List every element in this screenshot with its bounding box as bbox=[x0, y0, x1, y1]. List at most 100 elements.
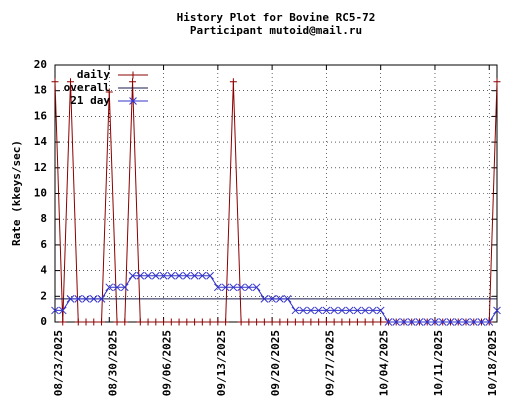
x-tick-label: 09/06/2025 bbox=[161, 330, 174, 396]
marker bbox=[384, 318, 393, 326]
marker bbox=[314, 306, 323, 315]
marker bbox=[175, 271, 183, 280]
marker bbox=[245, 318, 253, 326]
y-tick-label: 2 bbox=[40, 289, 47, 302]
marker bbox=[222, 318, 230, 326]
marker bbox=[446, 318, 455, 326]
marker bbox=[136, 318, 144, 326]
marker bbox=[268, 295, 276, 303]
marker bbox=[345, 306, 354, 315]
y-tick-label: 10 bbox=[34, 187, 47, 200]
marker bbox=[82, 295, 90, 303]
y-tick-label: 8 bbox=[40, 212, 47, 225]
marker bbox=[469, 318, 478, 326]
marker bbox=[190, 271, 199, 280]
chart-title: History Plot for Bovine RC5-72 bbox=[177, 11, 376, 24]
marker bbox=[136, 271, 145, 280]
marker bbox=[51, 306, 59, 315]
y-tick-label: 6 bbox=[40, 238, 47, 251]
marker bbox=[183, 318, 191, 326]
y-tick-label: 16 bbox=[34, 109, 48, 122]
marker bbox=[330, 318, 338, 326]
y-tick-label: 18 bbox=[34, 84, 47, 97]
marker bbox=[338, 306, 346, 315]
marker bbox=[338, 318, 346, 326]
marker bbox=[376, 306, 385, 315]
marker bbox=[291, 306, 300, 315]
marker bbox=[214, 318, 222, 326]
marker bbox=[213, 283, 222, 292]
marker bbox=[82, 318, 90, 326]
x-tick-label: 08/30/2025 bbox=[106, 330, 119, 396]
marker bbox=[144, 271, 152, 280]
marker bbox=[369, 318, 377, 326]
legend-label: daily bbox=[77, 68, 110, 81]
marker bbox=[315, 318, 323, 326]
marker bbox=[198, 318, 206, 326]
marker bbox=[253, 318, 261, 326]
marker bbox=[129, 71, 137, 79]
y-tick-label: 14 bbox=[34, 135, 48, 148]
marker bbox=[307, 306, 315, 315]
marker bbox=[74, 318, 82, 326]
marker bbox=[206, 318, 214, 326]
marker bbox=[98, 318, 106, 326]
marker bbox=[377, 318, 385, 326]
marker bbox=[167, 271, 176, 280]
marker bbox=[167, 318, 175, 326]
marker bbox=[159, 271, 168, 280]
marker bbox=[485, 318, 494, 326]
marker bbox=[59, 318, 67, 326]
marker bbox=[58, 306, 67, 315]
marker bbox=[97, 295, 106, 303]
marker bbox=[67, 78, 75, 86]
marker bbox=[353, 318, 361, 326]
marker bbox=[322, 318, 330, 326]
x-tick-label: 10/11/2025 bbox=[432, 330, 445, 396]
marker bbox=[182, 271, 191, 280]
marker bbox=[330, 306, 339, 315]
x-tick-label: 09/13/2025 bbox=[215, 330, 228, 396]
marker bbox=[260, 295, 269, 303]
marker bbox=[322, 306, 331, 315]
marker bbox=[361, 318, 369, 326]
marker bbox=[229, 283, 238, 292]
marker bbox=[151, 271, 160, 280]
marker bbox=[477, 318, 486, 326]
legend-label: 21 day bbox=[70, 94, 110, 107]
x-tick-label: 09/27/2025 bbox=[323, 330, 336, 396]
marker bbox=[493, 78, 501, 86]
series-line bbox=[54, 81, 498, 323]
x-tick-label: 10/04/2025 bbox=[378, 330, 391, 396]
marker bbox=[51, 78, 59, 86]
marker bbox=[113, 318, 121, 326]
legend-label: overall bbox=[64, 81, 110, 94]
marker bbox=[206, 271, 214, 280]
marker bbox=[89, 295, 98, 303]
marker bbox=[284, 318, 292, 326]
marker bbox=[237, 318, 245, 326]
marker bbox=[221, 283, 230, 292]
marker bbox=[191, 318, 199, 326]
chart-subtitle: Participant mutoid@mail.ru bbox=[190, 24, 362, 37]
marker bbox=[346, 318, 354, 326]
marker bbox=[438, 318, 447, 326]
marker bbox=[66, 295, 75, 303]
marker bbox=[407, 318, 416, 326]
marker bbox=[493, 306, 501, 315]
marker bbox=[423, 318, 432, 326]
marker bbox=[431, 318, 439, 326]
marker bbox=[144, 318, 152, 326]
marker bbox=[462, 318, 470, 326]
marker bbox=[160, 318, 168, 326]
marker bbox=[113, 283, 121, 292]
y-tick-label: 20 bbox=[34, 58, 47, 71]
marker bbox=[268, 318, 276, 326]
marker bbox=[120, 283, 129, 292]
marker bbox=[276, 295, 284, 303]
x-tick-label: 09/20/2025 bbox=[269, 330, 282, 396]
marker bbox=[400, 318, 408, 326]
series-line bbox=[55, 275, 498, 323]
marker bbox=[229, 78, 237, 86]
